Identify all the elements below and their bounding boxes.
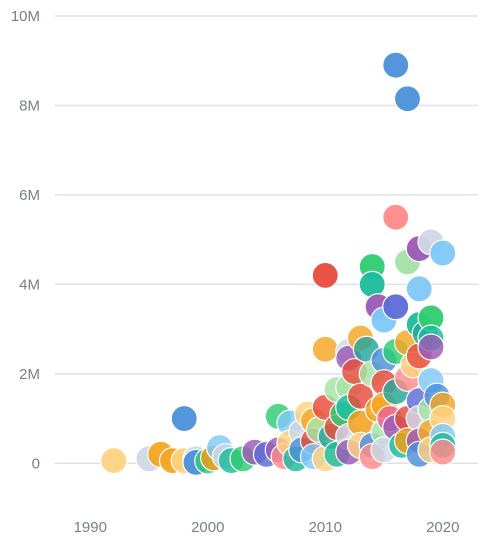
y-axis-ticks: 0 2M 4M 6M 8M 10M <box>11 8 40 472</box>
x-tick-label: 2000 <box>191 519 224 536</box>
bubble-layer <box>100 51 457 476</box>
x-tick-label: 1990 <box>74 519 107 536</box>
data-point[interactable] <box>358 270 386 298</box>
data-point[interactable] <box>429 438 457 466</box>
data-point[interactable] <box>311 335 339 363</box>
data-point[interactable] <box>170 404 198 433</box>
data-point[interactable] <box>382 293 410 321</box>
data-point[interactable] <box>100 446 128 475</box>
y-tick-label: 0 <box>32 455 40 472</box>
y-tick-label: 10M <box>11 8 40 25</box>
y-tick-label: 6M <box>19 187 40 204</box>
x-tick-label: 2020 <box>426 519 459 536</box>
x-tick-label: 2010 <box>309 519 342 536</box>
data-point[interactable] <box>405 275 433 303</box>
data-point[interactable] <box>382 203 410 231</box>
data-point[interactable] <box>429 239 457 267</box>
data-point[interactable] <box>311 261 339 290</box>
y-tick-label: 2M <box>19 366 40 383</box>
y-tick-label: 4M <box>19 276 40 293</box>
data-point[interactable] <box>382 51 410 79</box>
grid-lines <box>55 15 478 465</box>
x-axis-ticks: 1990 2000 2010 2020 <box>74 519 460 536</box>
y-tick-label: 8M <box>19 97 40 114</box>
data-point[interactable] <box>417 333 445 361</box>
data-point[interactable] <box>393 85 422 113</box>
